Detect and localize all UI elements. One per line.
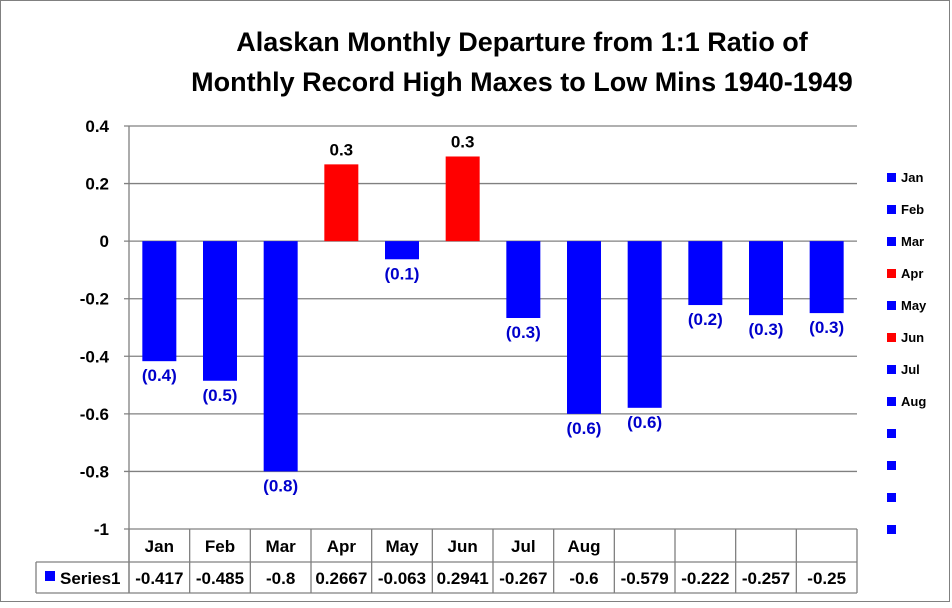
table-cell-value: -0.25 <box>807 569 846 588</box>
bar <box>627 241 662 408</box>
x-tick-label: Apr <box>327 537 357 556</box>
x-tick-label: Aug <box>567 537 600 556</box>
data-label: (0.4) <box>142 366 177 385</box>
data-label: (0.1) <box>385 264 420 283</box>
data-label: (0.3) <box>809 318 844 337</box>
bar <box>142 241 177 362</box>
table-cell-value: 0.2941 <box>437 569 489 588</box>
data-labels: (0.4) (0.5) (0.8) 0.3 (0.1) 0.3 (0.3) (0.6) (0.6… <box>142 132 844 495</box>
legend-swatch <box>887 237 896 246</box>
table-cell-value: 0.2667 <box>315 569 367 588</box>
bar <box>749 241 783 316</box>
legend-swatch <box>887 525 896 534</box>
legend-label: Jun <box>901 330 924 345</box>
x-tick-label: Jul <box>511 537 536 556</box>
data-label: (0.3) <box>506 323 541 342</box>
series-name: Series1 <box>60 569 121 588</box>
series-key-swatch <box>45 571 55 581</box>
data-label: (0.6) <box>627 413 662 432</box>
chart-title-line2: Monthly Record High Maxes to Low Mins 19… <box>191 67 853 97</box>
legend-label: Jul <box>901 362 920 377</box>
legend-swatch <box>887 365 896 374</box>
table-cell-value: -0.063 <box>378 569 426 588</box>
x-tick-label: Mar <box>266 537 297 556</box>
x-tick-label: Feb <box>205 537 235 556</box>
bar <box>445 156 480 242</box>
data-label: (0.6) <box>567 419 602 438</box>
y-tick-label: -0.6 <box>80 405 109 424</box>
bar <box>324 164 359 242</box>
legend-swatch <box>887 205 896 214</box>
y-tick-label: 0.4 <box>85 117 109 136</box>
legend-swatch <box>887 173 896 182</box>
legend-label: Jan <box>901 170 923 185</box>
x-tick-label: Jun <box>448 537 478 556</box>
data-label: (0.3) <box>749 320 784 339</box>
bar <box>263 241 298 472</box>
legend-label: Aug <box>901 394 926 409</box>
y-tick-label: 0.2 <box>85 175 109 194</box>
legend-label: Feb <box>901 202 924 217</box>
bars <box>142 156 844 472</box>
bar <box>506 241 541 319</box>
table-cell-value: -0.267 <box>499 569 547 588</box>
data-label: 0.3 <box>451 132 475 151</box>
legend: Jan Feb Mar Apr May Jun Jul Aug <box>887 170 927 534</box>
gridlines <box>124 125 857 593</box>
bar <box>385 241 419 260</box>
bar <box>688 241 723 306</box>
bar <box>203 241 237 381</box>
table-cell-value: -0.222 <box>681 569 729 588</box>
bar <box>809 241 844 314</box>
y-tick-label: 0 <box>100 232 109 251</box>
data-table: Jan -0.417 Feb -0.485 Mar -0.8 Apr 0.2667 May -0.… <box>35 529 858 594</box>
y-tick-label: -0.2 <box>80 290 109 309</box>
data-label: (0.2) <box>688 310 723 329</box>
legend-swatch <box>887 493 896 502</box>
table-cell-value: -0.6 <box>569 569 598 588</box>
table-cell-value: -0.485 <box>196 569 244 588</box>
legend-swatch <box>887 269 896 278</box>
y-tick-label: -1 <box>94 520 109 539</box>
table-cell-value: -0.417 <box>135 569 183 588</box>
legend-label: May <box>901 298 927 313</box>
table-cell-value: -0.8 <box>266 569 295 588</box>
y-tick-label: -0.8 <box>80 462 109 481</box>
x-tick-label: Jan <box>145 537 174 556</box>
table-cell-value: -0.579 <box>621 569 669 588</box>
legend-swatch <box>887 333 896 342</box>
legend-swatch <box>887 461 896 470</box>
x-tick-label: May <box>385 537 419 556</box>
y-axis-ticks: 0.4 0.2 0 -0.2 -0.4 -0.6 -0.8 -1 <box>80 117 110 539</box>
legend-label: Mar <box>901 234 924 249</box>
data-label: 0.3 <box>330 140 354 159</box>
data-label: (0.5) <box>203 386 238 405</box>
legend-swatch <box>887 301 896 310</box>
chart-title-line1: Alaskan Monthly Departure from 1:1 Ratio… <box>236 27 809 57</box>
y-tick-label: -0.4 <box>80 347 110 366</box>
legend-label: Apr <box>901 266 923 281</box>
legend-swatch <box>887 397 896 406</box>
data-label: (0.8) <box>263 476 298 495</box>
bar <box>567 241 601 414</box>
legend-swatch <box>887 429 896 438</box>
table-cell-value: -0.257 <box>742 569 790 588</box>
